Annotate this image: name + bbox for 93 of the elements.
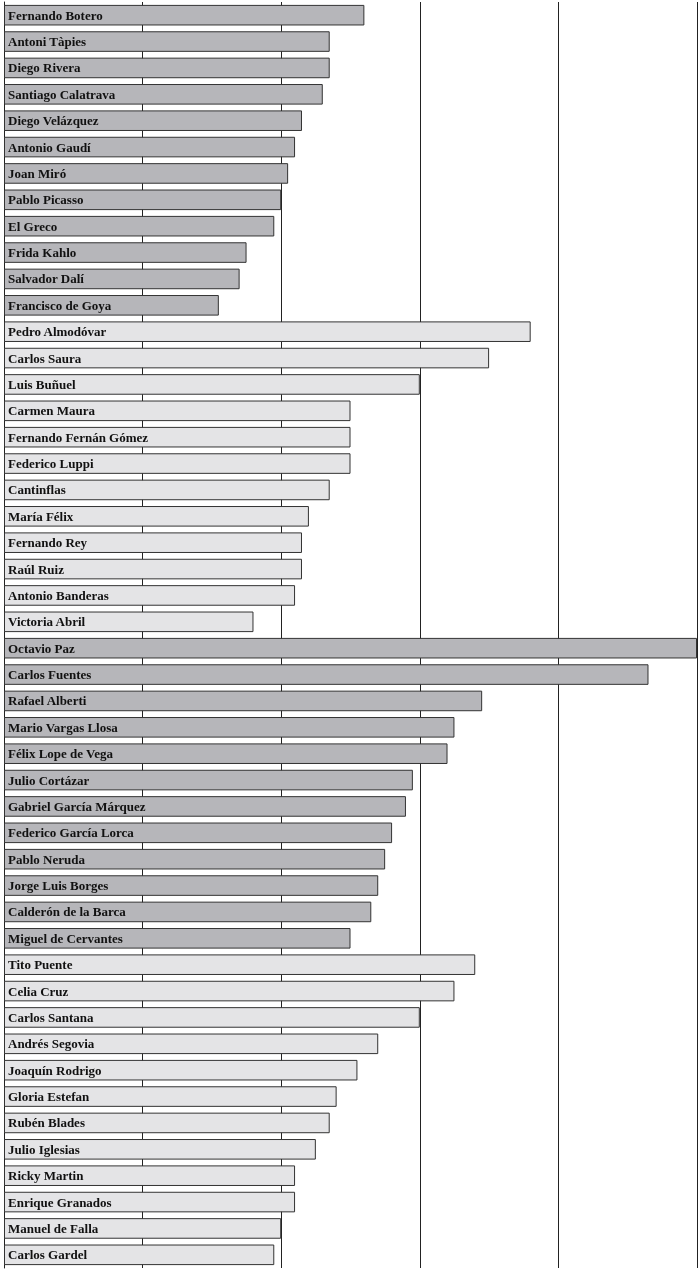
bar xyxy=(4,347,490,369)
y-tick-label: Celia Cruz xyxy=(8,983,69,999)
y-tick-label: Gabriel García Márquez xyxy=(8,798,146,814)
bar xyxy=(4,31,330,52)
y-tick-label: Octavio Paz xyxy=(8,640,76,656)
bar xyxy=(4,189,282,211)
bar xyxy=(4,506,309,527)
y-tick-label: Andrés Segovia xyxy=(8,1036,95,1052)
y-tick-label: Enrique Granados xyxy=(8,1194,112,1210)
bar xyxy=(4,136,296,158)
y-tick-label: Fernando Botero xyxy=(8,7,103,23)
y-tick-label: Luis Buñuel xyxy=(8,376,76,392)
y-tick-label: Gloria Estefan xyxy=(8,1089,91,1105)
y-tick-label: Pablo Neruda xyxy=(8,851,86,867)
bar xyxy=(4,664,649,685)
bar xyxy=(4,1165,296,1186)
y-tick-label: Rubén Blades xyxy=(8,1115,85,1131)
y-tick-label: Ricky Martin xyxy=(8,1168,85,1184)
bar xyxy=(4,321,531,342)
y-tick-label: Carlos Fuentes xyxy=(8,667,92,683)
y-tick-label: Diego Rivera xyxy=(8,60,82,76)
y-tick-label: Calderón de la Barca xyxy=(8,904,127,920)
bar xyxy=(4,717,455,738)
bar xyxy=(4,1033,379,1055)
y-tick-label: Tito Puente xyxy=(8,957,73,973)
y-tick-label: Joaquín Rodrigo xyxy=(8,1062,102,1078)
bar xyxy=(4,215,275,237)
y-tick-label: Pablo Picasso xyxy=(8,192,84,208)
bar xyxy=(4,1244,275,1266)
bar xyxy=(4,611,254,633)
y-tick-label: Carlos Saura xyxy=(8,350,82,366)
y-tick-label: Antonio Banderas xyxy=(8,587,109,603)
bar xyxy=(4,637,697,659)
y-tick-label: Miguel de Cervantes xyxy=(8,930,123,946)
bar xyxy=(4,84,323,105)
y-tick-label: Antonio Gaudí xyxy=(8,139,92,155)
y-tick-label: Victoria Abril xyxy=(8,614,86,630)
y-tick-label: Julio Cortázar xyxy=(8,772,90,788)
y-tick-label: Félix Lope de Vega xyxy=(8,746,114,762)
y-tick-label: Carlos Gardel xyxy=(8,1247,88,1263)
bar xyxy=(4,1007,420,1028)
y-tick-label: Pedro Almodóvar xyxy=(8,324,107,340)
bar xyxy=(4,4,365,26)
y-tick-label: Mario Vargas Llosa xyxy=(8,719,119,735)
y-tick-label: Raúl Ruiz xyxy=(8,561,65,577)
bar xyxy=(4,875,379,896)
y-tick-label: Cantinflas xyxy=(8,482,66,498)
y-tick-label: Diego Velázquez xyxy=(8,113,99,129)
y-tick-label: Francisco de Goya xyxy=(8,297,112,313)
bar xyxy=(4,242,247,263)
bar xyxy=(4,1112,330,1134)
bar xyxy=(4,822,393,844)
y-tick-label: Manuel de Falla xyxy=(8,1220,99,1236)
bar xyxy=(4,295,219,316)
bar xyxy=(4,1139,316,1160)
bar xyxy=(4,928,351,949)
bar xyxy=(4,1086,337,1107)
bar xyxy=(4,532,302,553)
bar xyxy=(4,400,351,422)
y-tick-label: Salvador Dalí xyxy=(8,271,85,287)
bar xyxy=(4,1059,358,1081)
y-tick-label: Federico Luppi xyxy=(8,456,94,472)
bar xyxy=(4,1218,282,1239)
bar xyxy=(4,954,476,975)
bar xyxy=(4,374,420,395)
bar xyxy=(4,980,455,1002)
y-tick-label: Joan Miró xyxy=(8,165,67,181)
y-tick-label: Fernando Fernán Gómez xyxy=(8,429,149,445)
bar xyxy=(4,426,351,448)
y-tick-label: Carmen Maura xyxy=(8,403,96,419)
y-tick-label: El Greco xyxy=(8,218,58,234)
y-tick-label: Julio Iglesias xyxy=(8,1141,80,1157)
y-tick-label: Frida Kahlo xyxy=(8,245,77,261)
y-tick-label: Jorge Luis Borges xyxy=(8,878,109,894)
y-tick-label: Santiago Calatrava xyxy=(8,86,116,102)
bar xyxy=(4,690,483,712)
bar xyxy=(4,796,406,817)
y-tick-label: Antoni Tàpies xyxy=(8,34,87,50)
bar xyxy=(4,57,330,79)
y-tick-label: Carlos Santana xyxy=(8,1009,95,1025)
y-tick-label: Rafael Alberti xyxy=(8,693,87,709)
bar xyxy=(4,110,302,131)
bar xyxy=(4,479,330,501)
bar xyxy=(4,743,448,764)
y-tick-label: Federico García Lorca xyxy=(8,825,135,841)
bar xyxy=(4,163,289,184)
y-tick-label: Fernando Rey xyxy=(8,535,88,551)
bar xyxy=(4,585,296,606)
y-tick-label: María Félix xyxy=(8,508,74,524)
bar xyxy=(4,848,386,870)
bar xyxy=(4,453,351,474)
bar xyxy=(4,558,302,580)
bar xyxy=(4,769,413,791)
